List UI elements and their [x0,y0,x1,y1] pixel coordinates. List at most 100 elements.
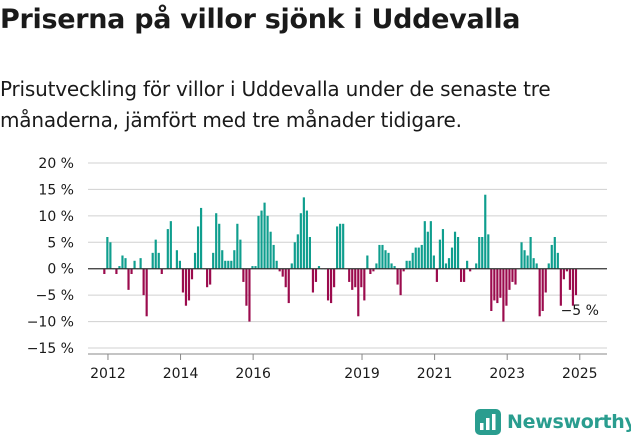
bar [145,268,148,317]
bar [411,252,414,269]
bar [260,210,263,269]
grid-layer [88,162,607,349]
bar [408,260,411,269]
bar [414,247,417,269]
bar [115,268,118,274]
bar [423,221,426,269]
bar [293,242,296,269]
bar [329,268,333,304]
bar [426,231,429,269]
bar [469,268,472,272]
bar [257,215,260,269]
bar [221,250,224,269]
bar [535,263,538,269]
bar [375,263,378,269]
bar [224,260,227,269]
brand-logo[interactable]: Newsworthy [475,408,631,436]
bar [378,244,381,269]
bar [130,268,133,274]
bar-layer [103,194,578,322]
bar [475,263,478,269]
bar [405,260,408,269]
bar [529,237,532,269]
bar [184,268,188,306]
bar [342,223,345,269]
bar [556,252,559,269]
bar [574,268,578,296]
bar [478,237,481,269]
bar [236,223,239,269]
bar [505,268,508,306]
bar [456,237,460,269]
bar [166,229,169,269]
bar [178,260,182,269]
x-tick-label: 2023 [489,366,525,382]
x-tick-label: 2012 [90,366,126,382]
bar [124,258,127,269]
bar [103,268,106,274]
bar [190,268,194,280]
bar [441,229,445,269]
bar [160,268,163,274]
bar [357,268,360,317]
bar [366,255,369,269]
bar [242,268,245,282]
bar [511,268,514,282]
bar [275,260,278,269]
bar [187,268,191,301]
bar [508,268,511,290]
bar [532,258,535,269]
y-tick-label: −15 % [27,341,74,357]
x-tick-label: 2025 [562,366,598,382]
bar [254,266,257,269]
bar [402,268,405,272]
bar [396,268,399,285]
bar [372,268,375,272]
bar [559,268,562,306]
x-tick-label: 2014 [163,366,199,382]
bar [514,268,517,285]
bar [429,221,432,269]
bar [317,266,321,269]
y-tick-label: 20 % [38,156,74,172]
bar [308,237,312,269]
bar [336,226,339,269]
bar [463,268,466,282]
bar-chart: 20 % 15 % 10 % 5 % 0 % −5 % −10 % −15 % 2012 2014… [27,156,607,382]
bar [263,202,266,269]
bar [453,231,457,269]
chart-subtitle: Prisutveckling för villor i Uddevalla un… [0,77,551,132]
last-value-annotation: −5 % [561,303,599,319]
bar [269,231,272,269]
bar [196,226,200,269]
x-tick-label: 2021 [417,366,453,382]
bar [351,268,354,290]
chart-title: Priserna på villor sjönk i Uddevalla [0,4,521,35]
bar [157,252,160,269]
bar [487,234,490,269]
bar [127,268,130,290]
bar [541,268,544,311]
y-tick-label: 10 % [38,209,74,225]
bar [230,260,233,269]
y-tick-label: 0 % [47,262,74,278]
bar [348,268,351,282]
bar [199,207,203,269]
y-tick-label: −5 % [36,288,74,304]
bar [314,268,318,282]
bar [450,247,454,269]
y-tick-label: −10 % [27,315,74,331]
bar [502,268,505,322]
bar [493,268,496,301]
bar [339,223,342,269]
bar [233,250,236,269]
bar [305,210,308,269]
bar [538,268,541,317]
x-tick-label: 2016 [235,366,271,382]
bar [287,268,290,304]
bar [399,268,402,296]
bar [139,258,142,269]
bar [281,268,284,277]
bar [432,255,435,269]
bar [354,268,357,288]
